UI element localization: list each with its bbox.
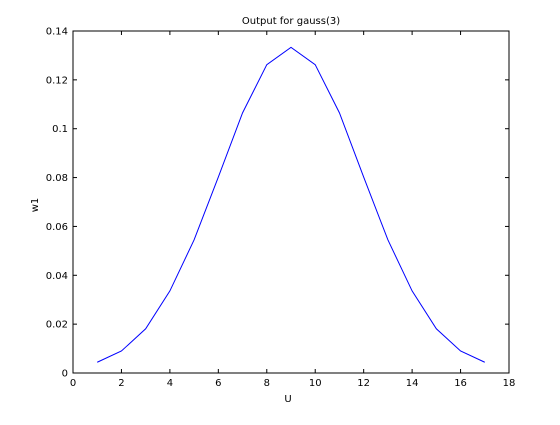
x-tick-label: 12: [357, 378, 370, 389]
x-tick-label: 6: [215, 378, 221, 389]
x-tick-label: 2: [118, 378, 124, 389]
plot-area: [73, 31, 509, 373]
x-tick-label: 8: [264, 378, 270, 389]
series-line-1: [97, 46, 485, 363]
y-tick-label: 0.12: [46, 75, 68, 86]
x-tick-label: 16: [454, 378, 467, 389]
x-axis-label: U: [284, 394, 291, 405]
chart-title: Output for gauss(3): [242, 16, 340, 27]
y-tick-label: 0.02: [46, 320, 68, 331]
y-ticks: 0 0.02 0.04 0.06 0.08 0.1 0.12 0.14: [46, 27, 509, 380]
y-tick-label: 0: [62, 369, 68, 380]
x-tick-label: 18: [503, 378, 516, 389]
y-tick-label: 0.08: [46, 173, 68, 184]
y-tick-label: 0.04: [46, 271, 68, 282]
x-tick-label: 14: [406, 378, 419, 389]
x-tick-label: 10: [309, 378, 322, 389]
y-tick-label: 0.14: [46, 27, 68, 38]
y-axis-label: w1: [30, 198, 41, 213]
y-tick-label: 0.06: [46, 222, 68, 233]
x-tick-label: 0: [70, 378, 76, 389]
series-layer: [97, 46, 485, 363]
y-tick-label: 0.1: [52, 124, 68, 135]
x-ticks: 0 2 4 6 8 10 12 14 16 18: [70, 31, 516, 389]
axes-box: [72, 30, 510, 374]
x-tick-label: 4: [167, 378, 173, 389]
